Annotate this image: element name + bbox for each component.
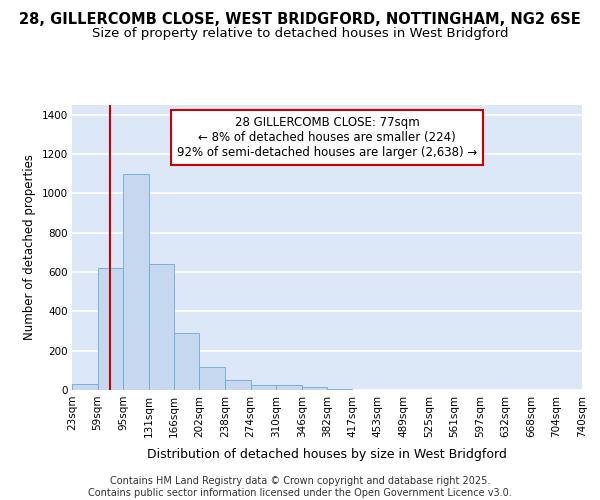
Bar	[149, 264, 174, 390]
Bar	[72, 384, 98, 390]
Bar	[302, 387, 328, 390]
Text: Contains HM Land Registry data © Crown copyright and database right 2025.
Contai: Contains HM Land Registry data © Crown c…	[88, 476, 512, 498]
Bar	[225, 380, 251, 390]
Bar	[199, 368, 225, 390]
Bar	[276, 385, 302, 390]
Bar	[123, 174, 149, 390]
Y-axis label: Number of detached properties: Number of detached properties	[23, 154, 36, 340]
Bar	[251, 385, 276, 390]
Text: 28, GILLERCOMB CLOSE, WEST BRIDGFORD, NOTTINGHAM, NG2 6SE: 28, GILLERCOMB CLOSE, WEST BRIDGFORD, NO…	[19, 12, 581, 28]
Bar	[328, 389, 352, 390]
Bar	[98, 268, 123, 390]
Text: 28 GILLERCOMB CLOSE: 77sqm
← 8% of detached houses are smaller (224)
92% of semi: 28 GILLERCOMB CLOSE: 77sqm ← 8% of detac…	[177, 116, 477, 160]
Text: Size of property relative to detached houses in West Bridgford: Size of property relative to detached ho…	[92, 28, 508, 40]
X-axis label: Distribution of detached houses by size in West Bridgford: Distribution of detached houses by size …	[147, 448, 507, 461]
Bar	[174, 333, 199, 390]
